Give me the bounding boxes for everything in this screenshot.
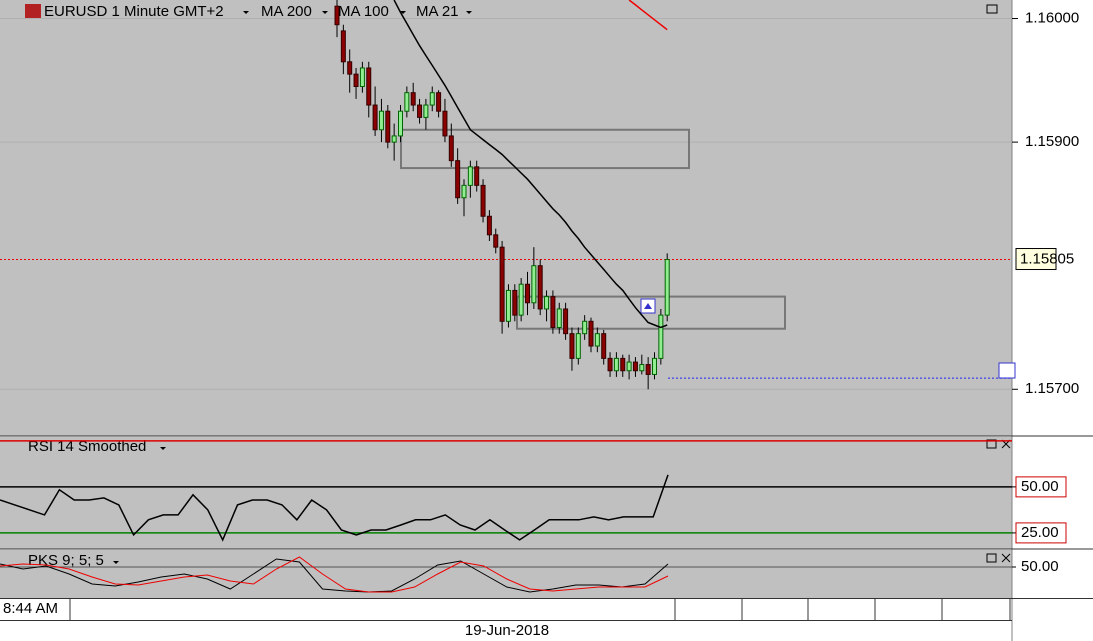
candle-body — [569, 333, 575, 359]
panel-title[interactable]: RSI 14 Smoothed — [28, 438, 146, 455]
last-price-box — [1015, 248, 1057, 271]
dropdown-arrow — [113, 561, 119, 564]
y-tick-label: 1.15700 — [1025, 380, 1079, 397]
candle-body — [417, 104, 423, 118]
candle-body — [486, 215, 492, 236]
y-tick-label: 50.00 — [1021, 558, 1059, 575]
candle-body — [334, 5, 340, 26]
y-tick-box — [1015, 476, 1067, 498]
indicator-line — [0, 558, 669, 593]
candle-body — [575, 333, 581, 359]
candle-body — [505, 289, 511, 322]
candle-body — [525, 283, 530, 304]
candle-body — [442, 110, 448, 137]
y-tick-label: 1.16000 — [1025, 10, 1079, 27]
candle-body — [372, 104, 378, 131]
candle-body — [626, 361, 632, 372]
legend-entry[interactable]: MA 100 — [338, 3, 389, 20]
candle-body — [493, 234, 499, 248]
ma-line — [393, 0, 668, 329]
candle-body — [353, 73, 359, 88]
candle-body — [645, 364, 651, 375]
candle-body — [359, 67, 365, 88]
candle-body — [512, 289, 518, 316]
dropdown-arrow — [243, 11, 249, 14]
chart-title[interactable]: EURUSD 1 Minute GMT+2 — [44, 3, 224, 20]
candle-body — [410, 92, 416, 106]
candle-body — [632, 361, 638, 372]
candle-body — [340, 30, 346, 63]
pks-panel — [0, 550, 1012, 598]
y-tick-label: 1.15900 — [1025, 133, 1079, 150]
legend-entry[interactable]: MA 21 — [416, 3, 459, 20]
dropdown-arrow — [322, 11, 328, 14]
candle-body — [436, 92, 442, 112]
candle-body — [613, 357, 619, 372]
candle-body — [398, 110, 403, 137]
candle-body — [620, 357, 626, 372]
candle-body — [652, 357, 657, 375]
candle-body — [385, 110, 391, 143]
fx-icon[interactable] — [25, 4, 41, 19]
candle-body — [461, 184, 467, 199]
candle-body — [588, 320, 594, 347]
alert-icon[interactable] — [998, 362, 1016, 379]
indicator-line — [0, 556, 669, 593]
candle-body — [658, 314, 664, 359]
y-tick-label: 50.00 — [1021, 478, 1059, 495]
candle-body — [582, 320, 588, 335]
candle-body — [480, 184, 486, 217]
date-label: 19-Jun-2018 — [465, 622, 549, 639]
dropdown-arrow — [160, 447, 166, 450]
candle-body — [607, 357, 613, 372]
candle-body — [455, 160, 461, 199]
candle-body — [404, 92, 410, 112]
candle-body — [563, 308, 569, 335]
candle-body — [474, 166, 480, 186]
candle-body — [391, 135, 397, 143]
candle-body — [518, 283, 524, 316]
last-price-label: 1.15805 — [1020, 250, 1074, 267]
candle-body — [601, 333, 607, 359]
legend-entry[interactable]: MA 200 — [261, 3, 312, 20]
candle-body — [347, 61, 353, 75]
candle-body — [556, 308, 562, 328]
candle-body — [531, 265, 537, 304]
maximize-button[interactable] — [986, 4, 998, 14]
candle-body — [664, 259, 670, 316]
candle-body — [429, 92, 435, 106]
candle-body — [467, 166, 473, 186]
time-separators — [69, 599, 1011, 620]
candle-body — [448, 135, 454, 162]
candle-body — [378, 110, 384, 131]
candle-body — [499, 246, 505, 322]
drawn-box — [400, 128, 690, 170]
candle-body — [366, 67, 372, 106]
dropdown-arrow — [466, 11, 472, 14]
time-label: 8:44 AM — [3, 600, 58, 617]
price-panel — [0, 0, 1012, 436]
dropdown-arrow — [400, 11, 406, 14]
maximize-button[interactable] — [986, 439, 997, 449]
candle-body — [639, 364, 645, 372]
close-button[interactable] — [1001, 553, 1011, 563]
y-tick-label: 25.00 — [1021, 524, 1059, 541]
y-tick-box — [1015, 522, 1067, 544]
candle-body — [537, 265, 543, 310]
candle-body — [544, 296, 550, 310]
candle-body — [594, 333, 600, 347]
maximize-button[interactable] — [986, 553, 997, 563]
candle-body — [423, 104, 429, 118]
ma-line — [628, 0, 668, 31]
indicator-line — [0, 474, 669, 542]
candle-body — [550, 296, 556, 328]
trade-icon-arrow — [644, 303, 652, 309]
